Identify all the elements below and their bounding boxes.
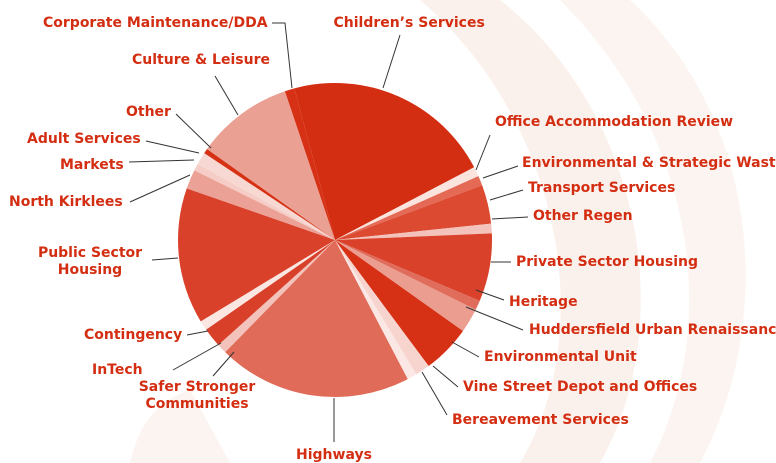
leader-line — [272, 22, 293, 89]
pie-slice — [335, 240, 480, 310]
leader-line — [145, 140, 200, 154]
leader-line — [451, 341, 480, 358]
slice-label: Corporate Maintenance/DDA — [43, 14, 268, 31]
pie-slice — [284, 88, 335, 241]
slice-label: Private Sector Housing — [516, 253, 698, 270]
slice-label: Environmental & Strategic Waste — [522, 154, 776, 171]
slice-label: Bereavement Services — [452, 411, 629, 428]
leader-line — [186, 330, 209, 336]
pie-slice — [335, 240, 429, 375]
pie-slice — [335, 240, 417, 380]
slice-label: Other Regen — [533, 207, 633, 224]
background-arc — [130, 390, 230, 463]
pie-slice — [204, 149, 335, 240]
leader-line — [382, 34, 401, 89]
leader-line — [475, 289, 505, 301]
pie-slice — [335, 223, 492, 240]
slice-label: Huddersfield Urban Renaissance — [529, 321, 776, 338]
pie-slice — [206, 240, 335, 346]
pie-slice — [335, 176, 483, 240]
pie-slice — [294, 83, 475, 241]
leader-line — [432, 365, 459, 388]
leader-line — [129, 174, 191, 203]
slice-label: Heritage — [509, 293, 578, 310]
slice-label: Environmental Unit — [484, 348, 637, 365]
leader-line — [482, 165, 519, 179]
leader-line — [489, 189, 524, 201]
slice-label: Office Accommodation Review — [495, 113, 734, 130]
leader-line — [465, 306, 524, 331]
pie-slice — [197, 153, 335, 240]
slice-label: Vine Street Depot and Offices — [463, 378, 698, 395]
pie-slice — [200, 240, 335, 330]
slice-label: Other — [126, 103, 171, 120]
pie-slice — [335, 240, 463, 367]
pie-slice — [178, 188, 335, 322]
leader-line — [214, 75, 239, 116]
pie-slice — [186, 170, 335, 240]
pie-slice — [335, 167, 479, 240]
pie-slice — [194, 164, 335, 240]
pie-slice — [335, 233, 492, 301]
leader-line — [421, 371, 448, 416]
slice-label: Adult Services — [27, 130, 141, 147]
background-arc — [420, 0, 641, 463]
pie-slice — [225, 240, 408, 398]
pie-slice — [218, 240, 335, 353]
pie-slice — [335, 185, 492, 240]
slice-label: Culture & Leisure — [132, 51, 270, 68]
slice-label: Children’s Services — [333, 14, 485, 31]
slice-label: Contingency — [84, 326, 183, 343]
pie-slice — [335, 240, 476, 331]
slice-label: Markets — [60, 156, 124, 173]
slice-label: North Kirklees — [9, 193, 123, 210]
leader-line — [212, 351, 235, 377]
leader-line — [175, 113, 212, 149]
slice-label: InTech — [92, 361, 143, 378]
background-arc — [560, 0, 746, 463]
leader-line — [128, 159, 195, 163]
leader-line — [172, 342, 222, 371]
slice-label: Highways — [296, 446, 372, 463]
leader-line — [491, 216, 529, 220]
pie-slice — [207, 91, 335, 240]
slice-label: Safer Stronger Communities — [138, 379, 256, 412]
leader-line — [151, 257, 179, 261]
slice-label: Transport Services — [528, 179, 676, 196]
slice-label: Public Sector Housing — [37, 245, 143, 278]
leader-line — [475, 134, 491, 171]
